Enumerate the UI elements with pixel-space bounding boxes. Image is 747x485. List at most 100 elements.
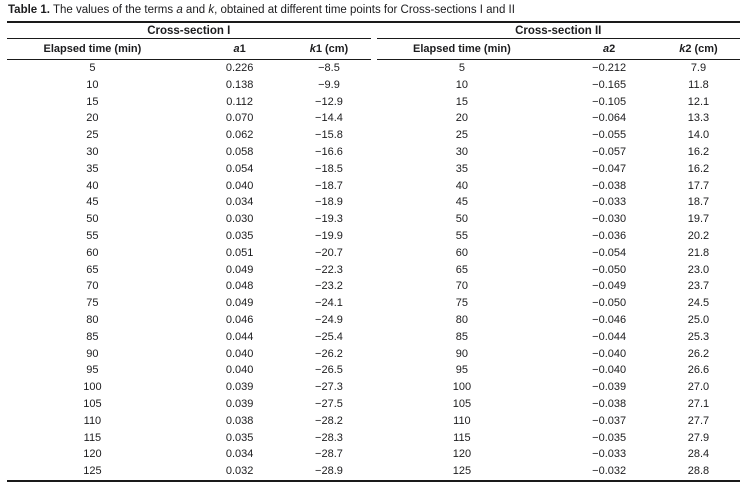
elapsed-time-cell: 40 [86, 179, 99, 192]
a-value-cell: −0.040 [592, 347, 627, 360]
a-value-cell: −0.054 [592, 246, 627, 259]
elapsed-time-cell: 70 [455, 280, 469, 293]
a-value-cell: 0.039 [225, 381, 254, 394]
k-value-cell: −12.9 [315, 95, 343, 108]
k-value-cell: −14.4 [315, 112, 343, 125]
caption-term-a: a [176, 4, 183, 16]
k-value-cell: 20.2 [687, 229, 710, 242]
k-value-cell: −22.3 [315, 263, 343, 276]
table-row: 110 −0.037 27.7 [377, 413, 741, 430]
a-value-cell: −0.033 [592, 196, 627, 209]
elapsed-time-cell: 85 [455, 330, 469, 343]
a-value-cell: −0.064 [592, 112, 627, 125]
a-value-cell: 0.040 [225, 179, 254, 192]
column-header-a1-italic: a [233, 43, 240, 55]
k-value-cell: −28.9 [315, 465, 343, 478]
a-value-cell: 0.062 [225, 129, 254, 142]
k-value-cell: 11.8 [688, 78, 709, 91]
a-value-cell: −0.057 [592, 145, 627, 158]
a-value-cell: −0.037 [592, 414, 627, 427]
k-value-cell: 27.1 [687, 397, 710, 410]
elapsed-time-cell: 90 [86, 347, 99, 360]
k-value-cell: −28.7 [315, 448, 343, 461]
elapsed-time-cell: 115 [83, 431, 102, 444]
column-header-row: Elapsed time (min) a2 k2 (cm) [376, 38, 740, 60]
elapsed-time-cell: 65 [86, 263, 99, 276]
table-row: 95 −0.040 26.6 [377, 362, 741, 379]
a-value-cell: −0.038 [592, 397, 627, 410]
column-header-a1-suffix: 1 [239, 43, 246, 55]
elapsed-time-cell: 30 [86, 145, 99, 158]
k-value-cell: −20.7 [315, 246, 343, 259]
k-value-cell: −18.9 [315, 196, 343, 209]
elapsed-time-cell: 55 [86, 229, 99, 242]
a-value-cell: 0.112 [226, 95, 253, 108]
a-value-cell: 0.032 [225, 465, 254, 478]
k-value-cell: −25.4 [315, 330, 343, 343]
elapsed-time-cell: 100 [83, 381, 102, 394]
a-value-cell: −0.035 [592, 431, 627, 444]
elapsed-time-cell: 50 [86, 213, 99, 226]
a-value-cell: 0.070 [225, 112, 254, 125]
elapsed-time-cell: 45 [86, 196, 99, 209]
a-value-cell: 0.046 [225, 313, 254, 326]
elapsed-time-cell: 95 [86, 364, 99, 377]
elapsed-time-cell: 120 [83, 448, 102, 461]
a-value-cell: 0.049 [225, 297, 254, 310]
k-value-cell: 25.3 [687, 330, 710, 343]
caption-segment: and [182, 4, 209, 16]
table-row: 65 −0.050 23.0 [377, 262, 741, 279]
elapsed-time-cell: 90 [455, 347, 469, 360]
table-row: 80 0.046 −24.9 [7, 312, 371, 329]
table-row: 5 0.226 −8.5 [7, 60, 371, 77]
elapsed-time-cell: 125 [83, 465, 102, 478]
elapsed-time-cell: 75 [455, 297, 469, 310]
a-value-cell: 0.040 [225, 364, 254, 377]
table-row: 95 0.040 −26.5 [7, 362, 371, 379]
group-header-row: Cross-section II [376, 23, 740, 39]
k-value-cell: −26.2 [315, 347, 343, 360]
table-row: 20 0.070 −14.4 [7, 110, 371, 127]
cross-section-i-table: Cross-section I Elapsed time (min) a1 k1… [7, 23, 371, 480]
k-value-cell: −8.5 [318, 62, 340, 74]
cross-section-ii-table: Cross-section II Elapsed time (min) a2 k… [376, 23, 741, 480]
a-value-cell: −0.047 [592, 162, 627, 175]
a-value-cell: −0.033 [592, 448, 627, 461]
a-value-cell: 0.044 [225, 330, 254, 343]
elapsed-time-cell: 30 [455, 145, 469, 158]
k-value-cell: −23.2 [315, 280, 343, 293]
column-header-elapsed-time: Elapsed time (min) [376, 38, 548, 60]
k-value-cell: 21.8 [687, 246, 710, 259]
k-value-cell: 23.7 [687, 280, 710, 293]
table-row: 55 0.035 −19.9 [7, 228, 371, 245]
table-row: 10 0.138 −9.9 [7, 77, 371, 94]
a-value-cell: 0.049 [225, 263, 254, 276]
elapsed-time-cell: 10 [86, 78, 99, 91]
table-row: 40 −0.038 17.7 [377, 178, 741, 195]
elapsed-time-cell: 95 [455, 364, 469, 377]
a-value-cell: 0.035 [225, 431, 254, 444]
table-row: 75 0.049 −24.1 [7, 295, 371, 312]
a-value-cell: 0.048 [225, 280, 254, 293]
k-value-cell: 27.7 [687, 414, 710, 427]
a-value-cell: −0.032 [592, 465, 627, 478]
k-value-cell: −9.9 [318, 78, 340, 91]
k-value-cell: 17.7 [687, 179, 710, 192]
group-header-cross-section-ii: Cross-section II [376, 23, 740, 39]
elapsed-time-cell: 25 [86, 129, 99, 142]
k-value-cell: −27.3 [315, 381, 343, 394]
a-value-cell: 0.034 [225, 448, 254, 461]
table-row: 70 0.048 −23.2 [7, 278, 371, 295]
cross-section-i-body: 5 0.226 −8.5 10 0.138 −9.9 15 0.112 −12.9 20 0.070… [7, 60, 371, 480]
a-value-cell: −0.050 [592, 263, 627, 276]
elapsed-time-cell: 115 [453, 431, 471, 444]
table-row: 100 −0.039 27.0 [377, 379, 741, 396]
a-value-cell: −0.046 [592, 313, 627, 326]
table-row: 40 0.040 −18.7 [7, 178, 371, 195]
k-value-cell: 26.2 [687, 347, 710, 360]
k-value-cell: −19.9 [315, 229, 343, 242]
table-row: 110 0.038 −28.2 [7, 413, 371, 430]
k-value-cell: 23.0 [687, 263, 710, 276]
column-header-k1: k1 (cm) [301, 38, 371, 60]
